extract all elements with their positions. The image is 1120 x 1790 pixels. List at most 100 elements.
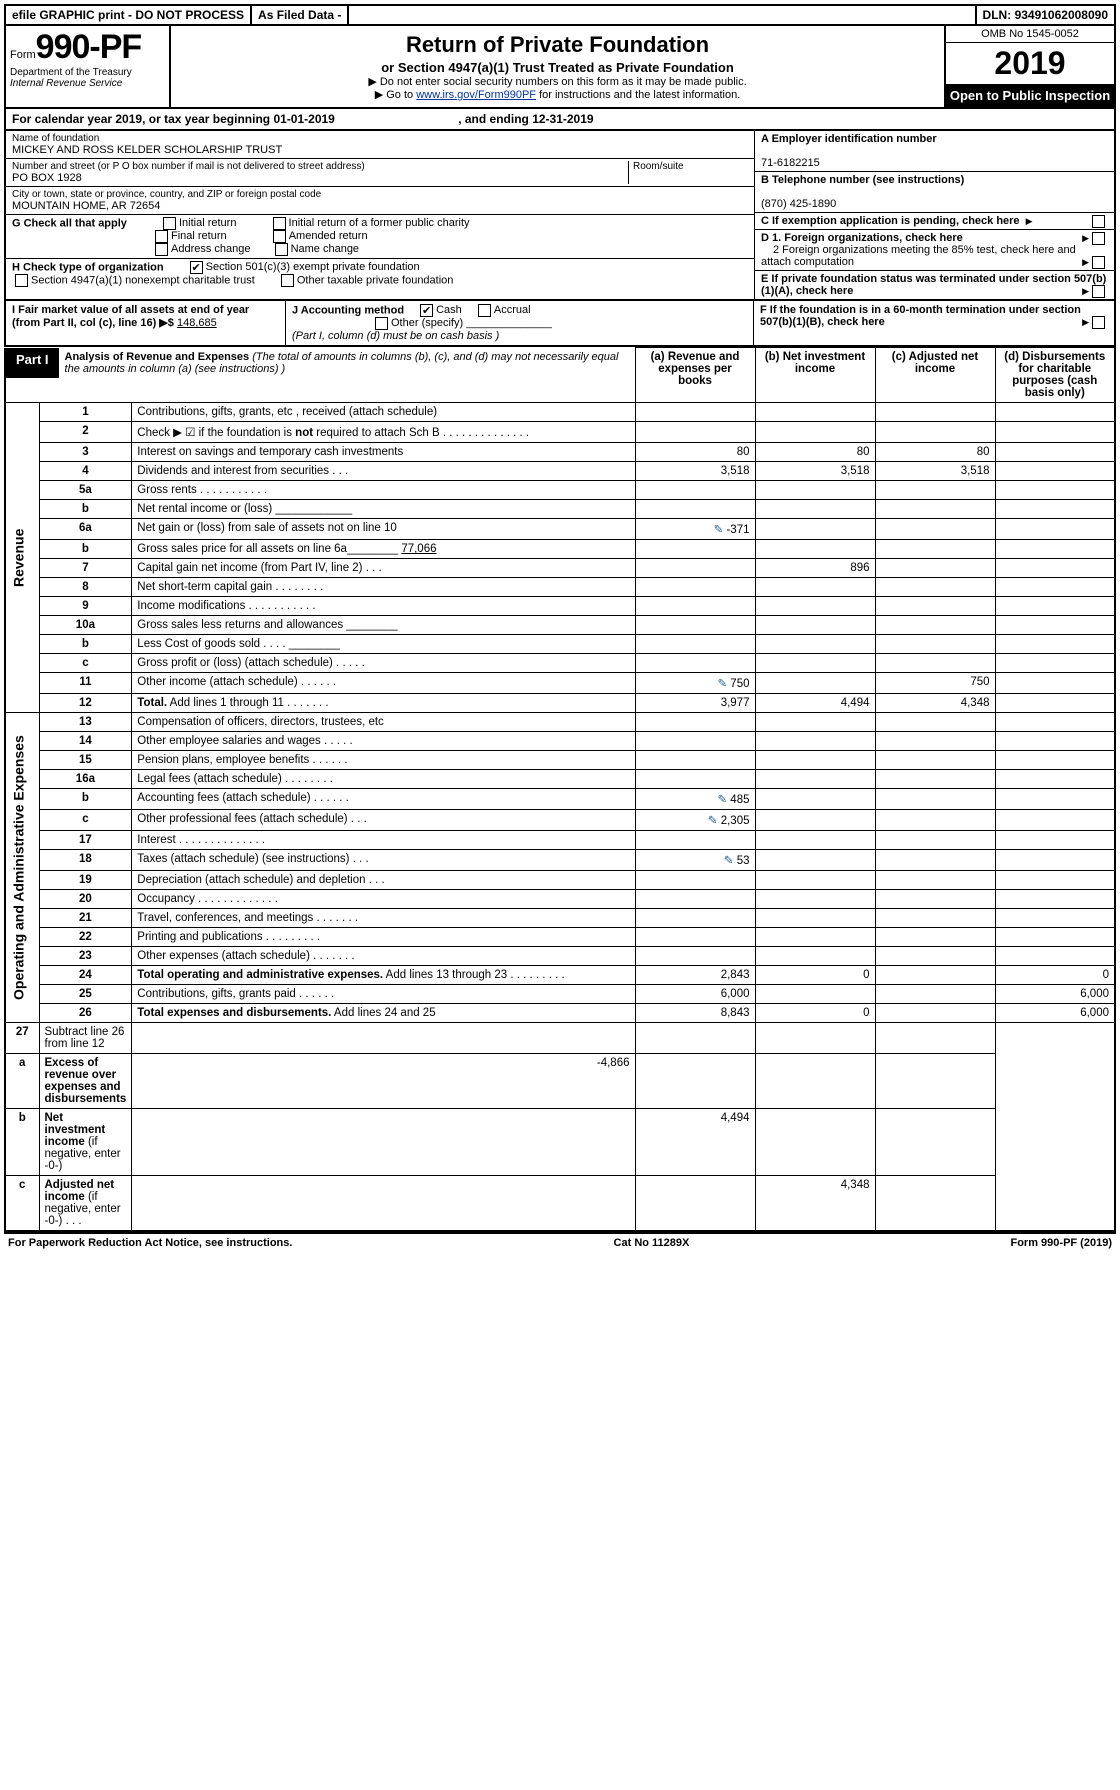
cell-d: [995, 540, 1115, 559]
cell-a: 8,843: [635, 1004, 755, 1023]
attachment-icon[interactable]: ✎: [724, 855, 734, 867]
line-number: 18: [39, 850, 132, 871]
cell-d: [995, 422, 1115, 443]
line-number: 23: [39, 947, 132, 966]
form-header: Form990-PF Department of the Treasury In…: [4, 26, 1116, 109]
part1-tag: Part I: [6, 348, 59, 378]
checkbox-d2[interactable]: [1092, 256, 1105, 269]
part1-desc: Analysis of Revenue and Expenses (The to…: [59, 348, 635, 378]
table-row: cAdjusted net income (if negative, enter…: [5, 1176, 1115, 1232]
checkbox-amended-return[interactable]: [273, 230, 286, 243]
irs-link[interactable]: www.irs.gov/Form990PF: [416, 89, 536, 101]
checkbox-other-taxable[interactable]: [281, 274, 294, 287]
cell-d: [995, 694, 1115, 713]
topbar-spacer: [349, 6, 976, 24]
checkbox-other[interactable]: [375, 317, 388, 330]
attachment-icon[interactable]: ✎: [714, 524, 724, 536]
arrow-icon: [1023, 215, 1033, 227]
checkbox-name-change[interactable]: [275, 243, 288, 256]
checkbox-501c3[interactable]: ✔: [190, 261, 203, 274]
checkbox-d1[interactable]: [1092, 232, 1105, 245]
line-description: Capital gain net income (from Part IV, l…: [132, 559, 635, 578]
cell-a: [635, 871, 755, 890]
omb-number: OMB No 1545-0052: [946, 26, 1114, 43]
cell-b: [755, 654, 875, 673]
cell-a: 2,843: [635, 966, 755, 985]
cell-a: [635, 500, 755, 519]
checkbox-f[interactable]: [1092, 316, 1105, 329]
attachment-icon[interactable]: ✎: [717, 794, 727, 806]
line-number: b: [39, 635, 132, 654]
line-description: Gross profit or (loss) (attach schedule)…: [132, 654, 635, 673]
cell-d: [995, 789, 1115, 810]
line-description: Dividends and interest from securities .…: [132, 462, 635, 481]
line-description: Total expenses and disbursements. Add li…: [132, 1004, 635, 1023]
d-foreign-cell: D 1. Foreign organizations, check here 2…: [755, 230, 1114, 271]
cell-d: [995, 597, 1115, 616]
cell-c: [875, 947, 995, 966]
cell-a: [635, 654, 755, 673]
cell-c: [875, 810, 995, 831]
cell-a: [132, 1109, 635, 1176]
line-description: Net short-term capital gain . . . . . . …: [132, 578, 635, 597]
cell-b: [755, 422, 875, 443]
line-number: 15: [39, 751, 132, 770]
line-number: b: [5, 1109, 39, 1176]
cell-c: [875, 403, 995, 422]
table-row: 25Contributions, gifts, grants paid . . …: [5, 985, 1115, 1004]
table-row: 24Total operating and administrative exp…: [5, 966, 1115, 985]
table-row: Operating and Administrative Expenses13C…: [5, 713, 1115, 732]
checkbox-initial-return[interactable]: [163, 217, 176, 230]
table-row: bLess Cost of goods sold . . . . _______…: [5, 635, 1115, 654]
cell-a: [635, 770, 755, 789]
checkbox-final-return[interactable]: [155, 230, 168, 243]
cell-a: [635, 597, 755, 616]
section-side-label: Revenue: [5, 403, 39, 713]
cell-d: [995, 850, 1115, 871]
phone-cell: B Telephone number (see instructions) (8…: [755, 172, 1114, 213]
cell-c: 4,348: [755, 1176, 875, 1232]
checkbox-e[interactable]: [1092, 285, 1105, 298]
line-description: Contributions, gifts, grants paid . . . …: [132, 985, 635, 1004]
table-row: 6aNet gain or (loss) from sale of assets…: [5, 519, 1115, 540]
dept-treasury: Department of the Treasury: [10, 67, 165, 78]
cell-a: 3,977: [635, 694, 755, 713]
checkbox-address-change[interactable]: [155, 243, 168, 256]
cell-b: [755, 540, 875, 559]
cell-b: 0: [755, 1004, 875, 1023]
cell-a: [635, 403, 755, 422]
line-description: Depreciation (attach schedule) and deple…: [132, 871, 635, 890]
line-number: b: [39, 500, 132, 519]
cell-c: [755, 1023, 875, 1054]
part1-table: Part I Analysis of Revenue and Expenses …: [4, 347, 1116, 1232]
address-cell: Number and street (or P O box number if …: [6, 159, 754, 187]
cell-a: -4,866: [132, 1054, 635, 1109]
attachment-icon[interactable]: ✎: [708, 815, 718, 827]
top-bar: efile GRAPHIC print - DO NOT PROCESS As …: [4, 4, 1116, 26]
line-number: 1: [39, 403, 132, 422]
cell-a: [635, 928, 755, 947]
cell-d: [995, 481, 1115, 500]
line-description: Excess of revenue over expenses and disb…: [39, 1054, 132, 1109]
cell-c: [875, 751, 995, 770]
table-row: 18Taxes (attach schedule) (see instructi…: [5, 850, 1115, 871]
cell-c: [875, 597, 995, 616]
cell-c: [875, 500, 995, 519]
cell-b: [755, 810, 875, 831]
checkbox-initial-former[interactable]: [273, 217, 286, 230]
line-number: b: [39, 789, 132, 810]
g-check-cell: G Check all that apply Initial return In…: [6, 215, 754, 259]
checkbox-cash[interactable]: ✔: [420, 304, 433, 317]
cell-a: [635, 732, 755, 751]
cell-d: [995, 578, 1115, 597]
checkbox-exemption-pending[interactable]: [1092, 215, 1105, 228]
cell-c: 3,518: [875, 462, 995, 481]
cell-a: ✎ -371: [635, 519, 755, 540]
attachment-icon[interactable]: ✎: [717, 678, 727, 690]
checkbox-accrual[interactable]: [478, 304, 491, 317]
table-row: cOther professional fees (attach schedul…: [5, 810, 1115, 831]
cell-c: [875, 890, 995, 909]
cell-d: [995, 403, 1115, 422]
line-number: 4: [39, 462, 132, 481]
checkbox-4947a1[interactable]: [15, 274, 28, 287]
